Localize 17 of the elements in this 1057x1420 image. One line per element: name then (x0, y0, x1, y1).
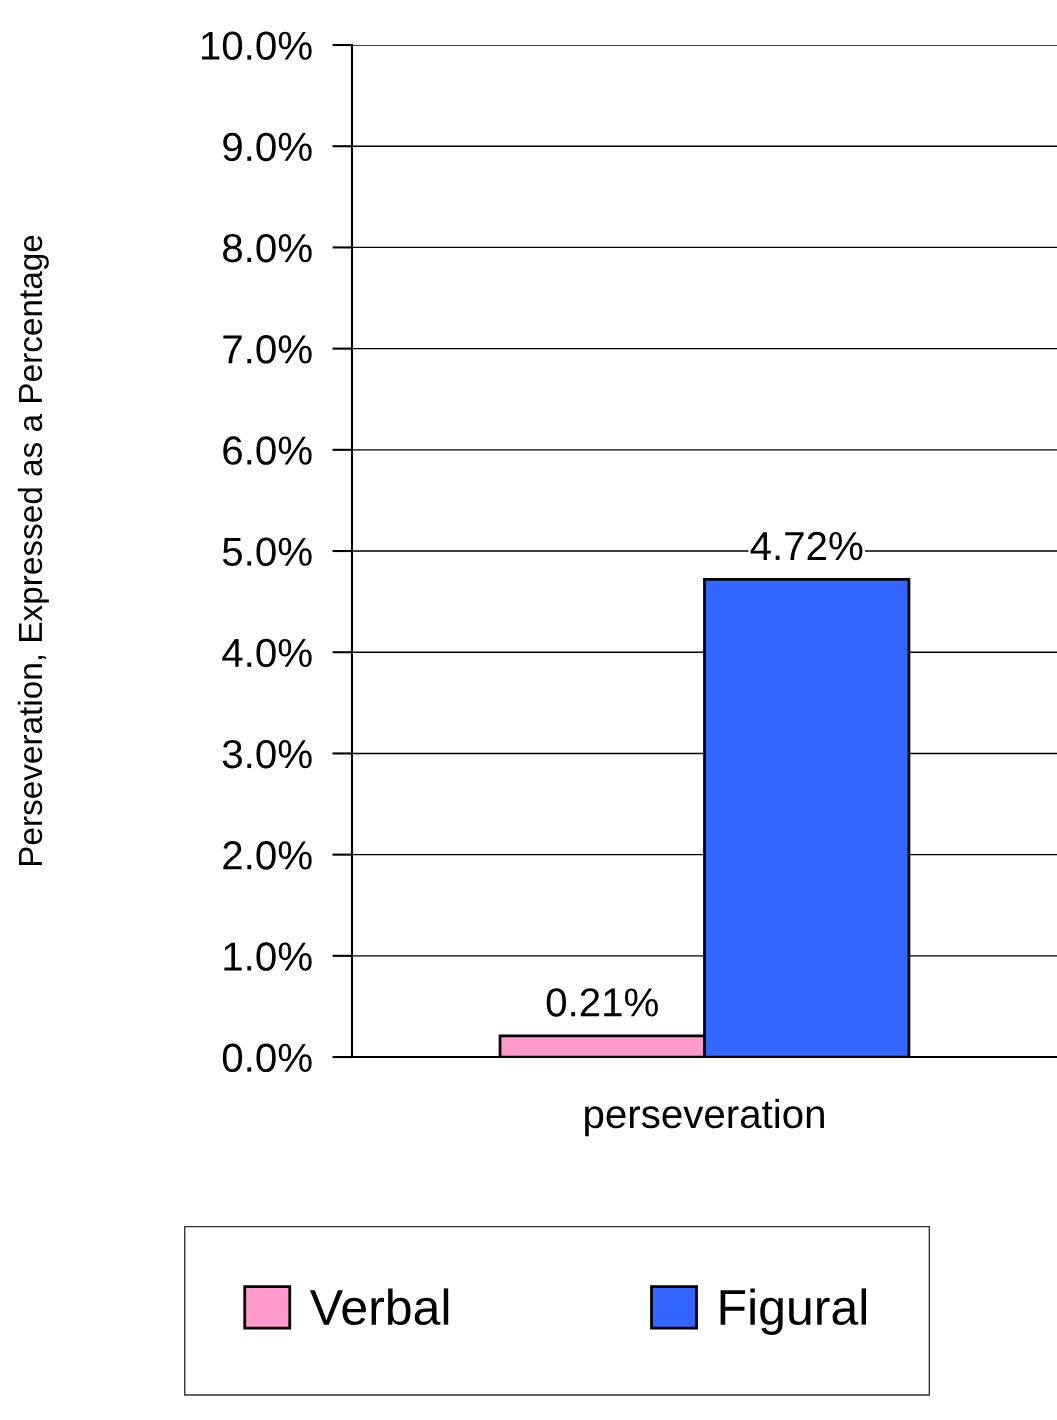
y-tick-label: 7.0% (223, 335, 312, 364)
y-tick-label: 6.0% (223, 436, 312, 465)
y-tick-label: 1.0% (224, 942, 312, 971)
y-tick-label: 5.0% (222, 537, 312, 567)
y-tick-label: 10.0% (201, 31, 312, 60)
legend-label: Verbal (309, 1288, 449, 1326)
data-label: 0.21% (546, 988, 658, 1017)
y-tick-label: 4.0% (222, 638, 312, 668)
y-tick-label: 3.0% (222, 739, 312, 769)
y-tick-label: 0.0% (222, 1043, 312, 1073)
y-tick-label: 2.0% (223, 841, 312, 870)
y-tick-label: 9.0% (223, 132, 312, 162)
y-axis-title: Perseveration, Expressed as a Percentage (17, 235, 49, 866)
legend-label: Figural (720, 1288, 866, 1335)
data-label: 4.72% (750, 531, 863, 561)
y-tick-label: 8.0% (223, 233, 312, 263)
x-tick-label: perseveration (585, 1098, 824, 1137)
